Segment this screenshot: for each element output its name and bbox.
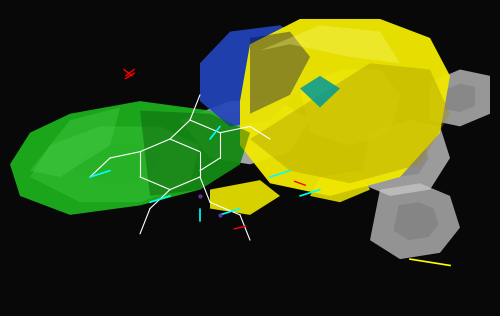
Polygon shape — [240, 19, 450, 196]
Polygon shape — [360, 120, 450, 196]
Polygon shape — [74, 145, 160, 183]
Polygon shape — [300, 70, 400, 145]
Polygon shape — [30, 107, 120, 177]
Polygon shape — [384, 139, 428, 177]
Polygon shape — [10, 101, 250, 215]
Polygon shape — [326, 87, 376, 125]
Polygon shape — [300, 76, 340, 107]
Polygon shape — [140, 111, 250, 196]
Polygon shape — [310, 171, 370, 202]
Polygon shape — [200, 25, 310, 126]
Polygon shape — [210, 180, 280, 215]
Polygon shape — [394, 202, 438, 240]
Polygon shape — [250, 63, 450, 183]
Polygon shape — [430, 70, 490, 126]
Polygon shape — [445, 84, 475, 112]
Polygon shape — [215, 116, 280, 148]
Polygon shape — [180, 101, 310, 164]
Polygon shape — [260, 25, 400, 63]
Polygon shape — [370, 183, 460, 259]
Polygon shape — [250, 32, 310, 114]
Polygon shape — [30, 126, 200, 202]
